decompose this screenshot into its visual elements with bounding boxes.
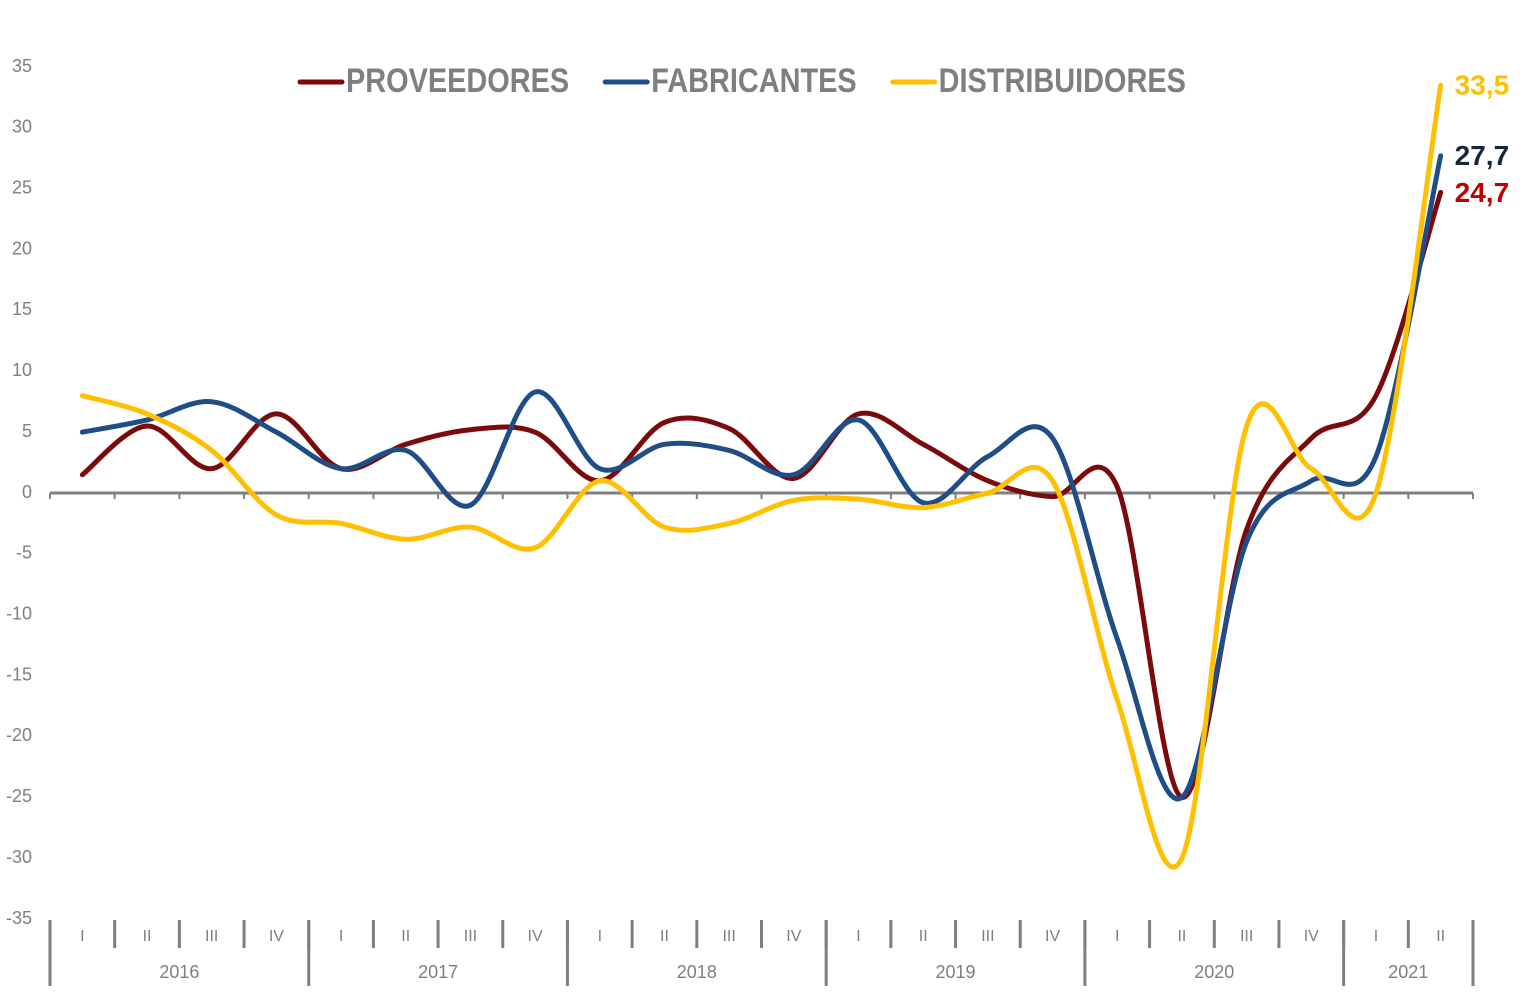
x-tick-label: I [598, 928, 602, 945]
group-label: 2017 [418, 962, 458, 982]
y-tick-label: 20 [12, 238, 32, 258]
x-tick-label: I [1374, 928, 1378, 945]
y-tick-label: -10 [6, 603, 32, 623]
y-tick-label: 30 [12, 117, 32, 137]
group-label: 2019 [936, 962, 976, 982]
legend-label: DISTRIBUIDORES [939, 61, 1186, 100]
x-tick-label: II [143, 928, 152, 945]
y-tick-label: -20 [6, 725, 32, 745]
series-line [79, 82, 1444, 870]
value-label: 27,7 [1455, 140, 1510, 171]
group-label: 2016 [159, 962, 199, 982]
group-label: 2020 [1194, 962, 1234, 982]
x-tick-label: I [339, 928, 343, 945]
x-tick-label: IV [1045, 928, 1060, 945]
x-tick-label: II [1436, 928, 1445, 945]
x-tick-label: III [205, 928, 218, 945]
y-tick-label: -5 [16, 543, 32, 563]
legend-label: FABRICANTES [651, 61, 856, 100]
x-tick-label: II [660, 928, 669, 945]
y-tick-label: 10 [12, 360, 32, 380]
y-tick-label: -35 [6, 908, 32, 928]
x-tick-label: II [401, 928, 410, 945]
x-tick-label: I [856, 928, 860, 945]
y-tick-label: -15 [6, 664, 32, 684]
y-tick-label: 35 [12, 56, 32, 76]
x-tick-label: IV [786, 928, 801, 945]
y-tick-label: 15 [12, 299, 32, 319]
x-tick-label: III [981, 928, 994, 945]
x-tick-label: III [464, 928, 477, 945]
x-tick-label: IV [1304, 928, 1319, 945]
x-tick-label: II [919, 928, 928, 945]
legend-label: PROVEEDORES [346, 61, 569, 100]
y-tick-label: 0 [22, 482, 32, 502]
x-tick-label: I [80, 928, 84, 945]
y-tick-label: -30 [6, 847, 32, 867]
x-tick-label: IV [269, 928, 284, 945]
x-tick-label: III [722, 928, 735, 945]
value-label: 24,7 [1455, 177, 1510, 208]
y-tick-label: -25 [6, 786, 32, 806]
x-tick-label: IV [528, 928, 543, 945]
x-tick-label: III [1240, 928, 1253, 945]
x-tick-label: II [1177, 928, 1186, 945]
y-tick-label: 25 [12, 177, 32, 197]
group-label: 2021 [1388, 962, 1428, 982]
y-tick-label: 5 [22, 421, 32, 441]
series-line [79, 153, 1444, 802]
value-label: 33,5 [1455, 70, 1510, 101]
group-label: 2018 [677, 962, 717, 982]
x-tick-label: I [1115, 928, 1119, 945]
